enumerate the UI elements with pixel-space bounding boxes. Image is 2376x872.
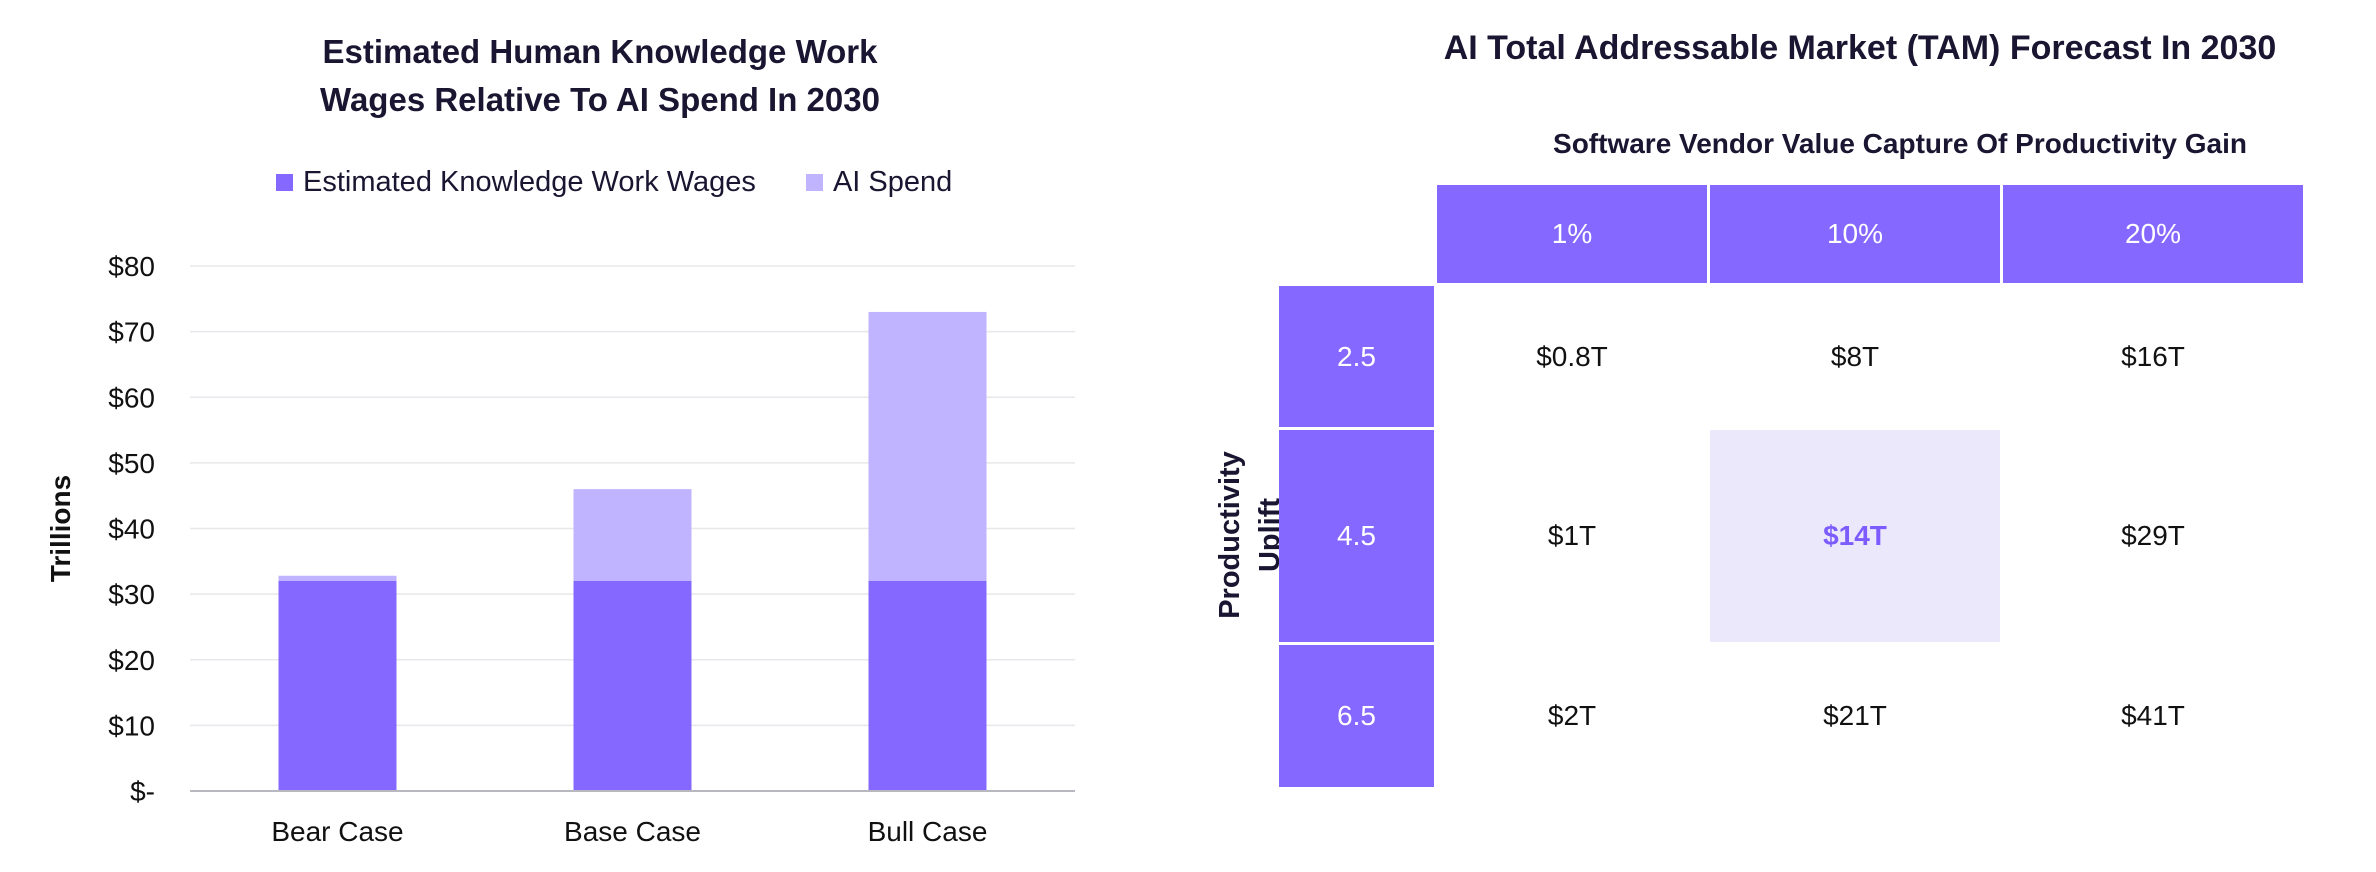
legend-label-ai-spend: AI Spend [832, 165, 953, 198]
legend-item-ai-spend: AI Spend [805, 165, 953, 199]
value-cell: $0.8T [1536, 340, 1608, 372]
y-tick-label: $80 [108, 251, 155, 282]
column-header-cell: 20% [2003, 185, 2303, 283]
bar-chart-title: Estimated Human Knowledge Work Wages Rel… [260, 28, 940, 124]
y-tick-label: $30 [108, 579, 155, 610]
highlighted-value-cell: $14T [1710, 430, 2000, 642]
tam-matrix-title: AI Total Addressable Market (TAM) Foreca… [1443, 29, 2277, 67]
chart-legend: Estimated Knowledge Work Wages AI Spend [276, 162, 1002, 202]
value-cell: $21T [1823, 700, 1887, 731]
bar-chart-title-line1: Estimated Human Knowledge Work [322, 33, 878, 70]
x-category-label: Base Case [564, 816, 701, 847]
bar-chart-title-line2: Wages Relative To AI Spend In 2030 [320, 81, 880, 118]
bar-ai-spend [573, 489, 692, 581]
y-tick-label: $60 [108, 382, 155, 413]
y-tick-label: $40 [108, 514, 155, 545]
legend-swatch-ai-spend [805, 173, 823, 191]
value-cell: $29T [2121, 520, 2185, 551]
value-cell: $1T [1547, 520, 1597, 551]
bar-ai-spend [868, 311, 987, 581]
bar-wages [573, 581, 692, 791]
y-tick-label: $- [130, 776, 155, 807]
column-header-cell: 1% [1437, 185, 1707, 283]
row-header-cell: 6.5 [1279, 645, 1434, 787]
stacked-bar-chart: $- $10 $20 $30 $40 $50 $60 $70 $80 Trillions Bear … [45, 251, 1075, 847]
bar-wages [868, 581, 987, 791]
value-cell: $41T [2121, 700, 2185, 731]
y-tick-label: $10 [108, 710, 155, 741]
y-axis-label: Trillions [45, 475, 76, 582]
legend-item-wages: Estimated Knowledge Work Wages [276, 166, 756, 199]
column-header-cell: 10% [1710, 185, 2000, 283]
x-category-label: Bull Case [868, 816, 988, 847]
legend-swatch-wages [276, 173, 293, 191]
x-category-label: Bear Case [271, 816, 403, 847]
bar-ai-spend [278, 575, 397, 581]
column-axis-label: Software Vendor Value Capture Of Product… [1553, 128, 2247, 159]
y-tick-label: $20 [108, 645, 155, 676]
value-cell: $16T [2121, 340, 2185, 372]
value-cell: $8T [1830, 340, 1880, 372]
legend-label-wages: Estimated Knowledge Work Wages [303, 165, 756, 198]
row-axis-label: Productivity Uplift [1214, 451, 1286, 619]
value-cell: $2T [1547, 700, 1597, 731]
bar-wages [278, 581, 397, 791]
row-header-cell: 2.5 [1279, 286, 1434, 427]
y-tick-label: $70 [108, 317, 155, 348]
row-header-cell: 4.5 [1279, 430, 1434, 642]
y-tick-label: $50 [108, 448, 155, 479]
